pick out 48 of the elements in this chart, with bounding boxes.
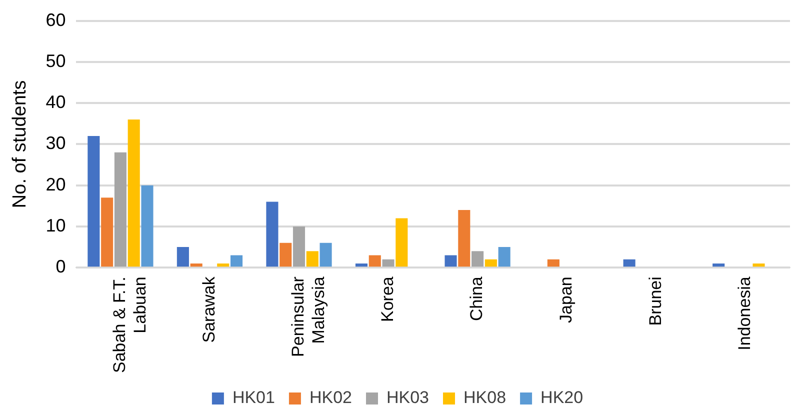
x-tick-label: Brunei xyxy=(646,276,665,326)
bar xyxy=(88,136,100,267)
bar xyxy=(176,247,189,267)
y-tick-label: 60 xyxy=(46,10,66,30)
bar xyxy=(128,120,140,267)
x-tick-label: Sabah & F.T. Labuan xyxy=(110,276,150,373)
legend-label: HK03 xyxy=(386,388,430,408)
y-tick-label: 40 xyxy=(46,92,66,112)
y-tick-label: 0 xyxy=(56,256,66,277)
x-tick-label: Peninsular Malaysia xyxy=(288,276,328,357)
bar xyxy=(752,264,765,267)
y-tick-label: 30 xyxy=(46,133,66,154)
bar xyxy=(472,251,484,267)
y-axis-title: No. of students xyxy=(10,80,31,208)
x-tick-label: Sarawak xyxy=(199,276,218,343)
bar xyxy=(712,264,725,267)
bar xyxy=(306,251,318,267)
bar xyxy=(141,185,154,267)
x-tick-label: Korea xyxy=(378,276,397,322)
bar xyxy=(547,259,560,267)
x-tick-label: China xyxy=(467,276,486,322)
bar xyxy=(230,255,243,267)
bar xyxy=(368,255,381,267)
bar xyxy=(355,264,368,267)
legend-label: HK08 xyxy=(464,388,506,408)
bar xyxy=(623,259,636,267)
bar xyxy=(280,242,292,267)
bar xyxy=(382,259,394,267)
bar xyxy=(498,247,510,267)
bar xyxy=(484,259,497,267)
y-tick-label: 20 xyxy=(46,174,66,194)
legend-label: HK02 xyxy=(309,388,352,408)
bar xyxy=(444,255,457,267)
bar xyxy=(217,264,230,267)
x-tick-label: Indonesia xyxy=(735,276,754,350)
bar xyxy=(292,226,306,267)
y-tick-label: 50 xyxy=(46,50,66,71)
x-tick-label: Japan xyxy=(556,276,576,323)
bar xyxy=(101,198,114,267)
bar xyxy=(396,218,408,267)
bar xyxy=(114,152,126,267)
y-tick-label: 10 xyxy=(46,215,66,236)
bar xyxy=(320,242,332,267)
bar xyxy=(190,264,202,267)
bar xyxy=(266,202,278,267)
bar xyxy=(458,210,470,267)
legend-label: HK20 xyxy=(540,388,584,408)
legend-label: HK01 xyxy=(232,388,275,408)
